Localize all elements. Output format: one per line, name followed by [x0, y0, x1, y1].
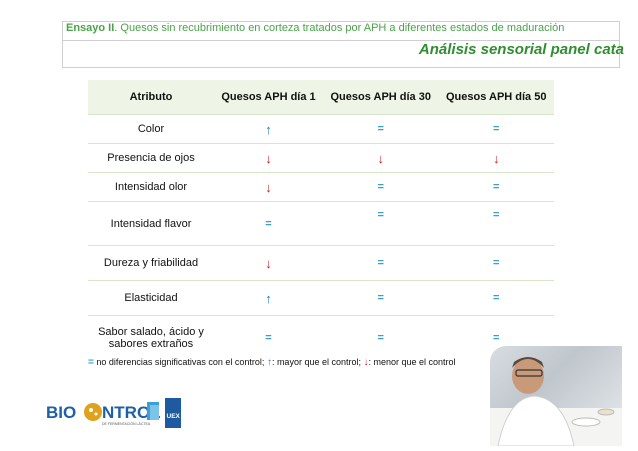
equal-icon: = — [377, 332, 384, 345]
legend-up-icon: ↑ — [266, 357, 272, 368]
legend: = no diferencias significativas con el c… — [88, 357, 456, 368]
cell-atributo: Presencia de ojos — [88, 143, 214, 173]
arrow-up-icon: ↑ — [265, 121, 272, 137]
cell-d1: ↑ — [214, 280, 323, 316]
cell-d30: = — [322, 315, 439, 361]
table-row: Color ↑ = = — [88, 114, 554, 144]
logo-subtext: DE FERMENTACIÓN LÁCTEA — [102, 421, 151, 426]
header-left-rule — [62, 22, 63, 68]
legend-down-icon: ↓ — [363, 357, 369, 368]
arrow-down-icon: ↓ — [265, 255, 272, 271]
equal-icon: = — [493, 292, 500, 304]
equal-icon: = — [493, 123, 500, 135]
equal-icon: = — [377, 257, 384, 269]
ensayo-label: Ensayo II — [66, 22, 115, 34]
ensayo-description: . Quesos sin recubrimiento en corteza tr… — [114, 22, 565, 34]
arrow-down-icon: ↓ — [492, 150, 500, 166]
cell-d30: = — [322, 201, 439, 246]
cell-d50: ↓ — [438, 143, 554, 173]
table-row: Dureza y friabilidad ↓ = = — [88, 245, 554, 281]
header-right-rule — [619, 22, 620, 68]
arrow-down-icon: ↓ — [265, 179, 272, 195]
cell-d1: ↓ — [214, 172, 323, 202]
slide-subtitle: Análisis sensorial panel cata — [418, 41, 624, 58]
equal-icon: = — [377, 208, 384, 221]
cell-d1: ↓ — [214, 245, 323, 281]
cell-atributo: Dureza y friabilidad — [88, 245, 214, 281]
equal-icon: = — [377, 123, 384, 135]
equal-icon: = — [493, 257, 500, 269]
table-row: Presencia de ojos ↓ ↓ ↓ — [88, 143, 554, 173]
arrow-down-icon: ↓ — [377, 150, 384, 166]
cell-d1: = — [214, 201, 323, 246]
arrow-up-icon: ↑ — [265, 290, 272, 306]
equal-icon: = — [265, 217, 272, 230]
col-header-dia1: Quesos APH día 1 — [214, 80, 323, 115]
equal-icon: = — [493, 332, 500, 345]
header-mid-rule — [62, 40, 620, 41]
cell-atributo: Sabor salado, ácido y sabores extraños — [88, 315, 214, 361]
equal-icon: = — [377, 181, 384, 193]
slide-header: Ensayo II. Quesos sin recubrimiento en c… — [66, 22, 564, 34]
cell-d30: = — [322, 280, 439, 316]
col-header-atributo: Atributo — [88, 80, 214, 115]
logo-text-bio: BIO — [46, 403, 76, 422]
col-header-dia30: Quesos APH día 30 — [322, 80, 439, 115]
cell-d50: = — [438, 114, 554, 144]
table-row: Sabor salado, ácido y sabores extraños = =… — [88, 315, 554, 361]
col-header-dia50: Quesos APH día 50 — [438, 80, 554, 115]
sensory-table: Atributo Quesos APH día 1 Quesos APH día… — [88, 80, 554, 361]
equal-icon: = — [377, 292, 384, 304]
cell-d30: ↓ — [322, 143, 439, 173]
legend-eq-text: no diferencias significativas con el con… — [93, 357, 267, 367]
uex-badge-text: UEX — [167, 413, 181, 420]
arrow-down-icon: ↓ — [265, 150, 272, 166]
header-bottom-rule — [62, 67, 620, 68]
logo-text-ntrol: NTROL — [102, 403, 161, 422]
equal-icon: = — [265, 332, 272, 345]
cell-d30: = — [322, 245, 439, 281]
table-row: Elasticidad ↑ = = — [88, 280, 554, 316]
cell-d1: ↓ — [214, 143, 323, 173]
cell-d30: = — [322, 172, 439, 202]
cell-d50: = — [438, 172, 554, 202]
cell-atributo: Elasticidad — [88, 280, 214, 316]
biocontrol-logo: BIO NTROL DE FERMENTACIÓN LÁCTEA UEX — [46, 398, 181, 428]
cell-d50: = — [438, 245, 554, 281]
legend-eq-symbol: = — [88, 357, 94, 368]
table-header-row: Atributo Quesos APH día 1 Quesos APH día… — [88, 80, 554, 115]
cell-atributo: Intensidad flavor — [88, 201, 214, 246]
uex-badge — [165, 398, 181, 428]
equal-icon: = — [493, 208, 500, 221]
legend-up-text: : mayor que el control; — [271, 357, 364, 367]
legend-down-text: : menor que el control — [368, 357, 456, 367]
cell-d30: = — [322, 114, 439, 144]
cell-d1: = — [214, 315, 323, 361]
table-row: Intensidad flavor = = = — [88, 201, 554, 246]
logo-cheese-icon — [84, 403, 102, 421]
cell-atributo: Color — [88, 114, 214, 144]
equal-icon: = — [493, 181, 500, 193]
table-row: Intensidad olor ↓ = = — [88, 172, 554, 202]
cell-d1: ↑ — [214, 114, 323, 144]
header-top-rule — [62, 21, 620, 22]
cell-atributo: Intensidad olor — [88, 172, 214, 202]
panel-tasting-photo — [490, 346, 622, 446]
cell-d50: = — [438, 280, 554, 316]
cell-d50: = — [438, 201, 554, 246]
